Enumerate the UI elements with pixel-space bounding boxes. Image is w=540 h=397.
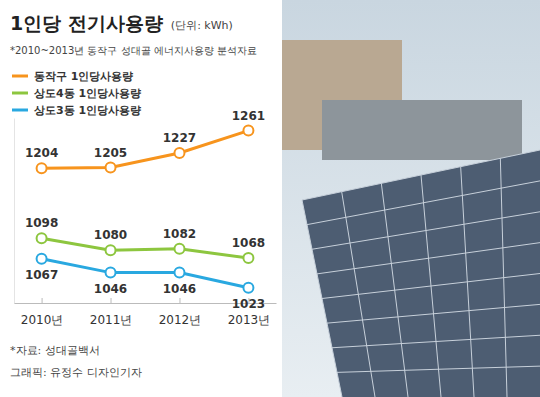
x-tick-label: 2013년 [228, 313, 271, 327]
marker [106, 268, 116, 278]
marker [243, 253, 253, 263]
legend-item: 동작구 1인당사용량 [12, 70, 133, 83]
credit: 그래픽: 유정수 디자인기자 [10, 366, 142, 379]
x-tick-mark [42, 298, 43, 303]
data-label: 1261 [232, 109, 265, 123]
photo [282, 0, 540, 397]
x-tick-label: 2012년 [159, 313, 202, 327]
legend-item: 상도3동 1인당사용량 [12, 104, 141, 117]
data-label: 1068 [232, 236, 265, 250]
marker [106, 245, 116, 255]
x-tick: 2010년 [21, 298, 64, 327]
x-tick: 2012년 [159, 298, 202, 327]
data-label: 1046 [94, 282, 127, 296]
data-label: 1082 [163, 227, 196, 241]
legend-swatch [12, 92, 28, 95]
legend-label: 동작구 1인당사용량 [34, 70, 133, 83]
data-label: 1080 [94, 228, 127, 242]
photo-panel-line [500, 158, 507, 397]
x-tick-mark [111, 298, 112, 303]
marker [174, 244, 184, 254]
marker [37, 254, 47, 264]
legend: 동작구 1인당사용량상도4동 1인당사용량상도3동 1인당사용량 [12, 70, 141, 117]
x-tick-label: 2010년 [21, 313, 64, 327]
y-axis [14, 119, 15, 304]
photo-panel-line [302, 200, 342, 397]
marker [243, 283, 253, 293]
data-label: 1204 [25, 146, 58, 160]
source: *자료: 성대골백서 [10, 344, 100, 357]
data-label: 1023 [232, 297, 265, 311]
legend-swatch [12, 109, 28, 112]
data-label: 1227 [163, 131, 196, 145]
data-labels: 1204 1205 1227 1261 1098 1080 1082 1068 1067 1046… [25, 109, 265, 311]
title: 1인당 전기사용량 [10, 12, 163, 34]
legend-swatch [12, 75, 28, 78]
photo-panel-line [381, 183, 408, 397]
x-tick-mark [179, 298, 180, 303]
y-axis-line [14, 119, 15, 304]
plot-area [37, 126, 254, 293]
photo-panel-line [421, 175, 441, 397]
marker [106, 163, 116, 173]
marker [37, 163, 47, 173]
photo-panel-line [342, 192, 375, 397]
photo-sky [282, 0, 540, 397]
data-label: 1046 [163, 282, 196, 296]
subtitle: *2010~2013년 동작구 성대골 에너지사용량 분석자료 [10, 45, 257, 56]
unit-label: (단위: kWh) [171, 19, 233, 32]
data-label: 1098 [25, 216, 58, 230]
marker [37, 233, 47, 243]
photo-panel [302, 150, 540, 397]
series-line [42, 259, 249, 288]
marker [243, 126, 253, 136]
data-label: 1067 [25, 268, 58, 282]
photo-panel-line [461, 167, 474, 397]
x-tick-label: 2011년 [90, 313, 133, 327]
series-line [42, 238, 249, 258]
x-tick: 2011년 [90, 298, 133, 327]
legend-label: 상도3동 1인당사용량 [34, 104, 141, 117]
legend-item: 상도4동 1인당사용량 [12, 87, 141, 100]
marker [174, 148, 184, 158]
legend-label: 상도4동 1인당사용량 [34, 87, 141, 100]
data-label: 1205 [94, 146, 127, 160]
series-line [42, 131, 249, 169]
photo-roof [322, 100, 522, 160]
chart: 1인당 전기사용량 (단위: kWh) *2010~2013년 동작구 성대골 에너… [0, 0, 540, 397]
marker [174, 268, 184, 278]
